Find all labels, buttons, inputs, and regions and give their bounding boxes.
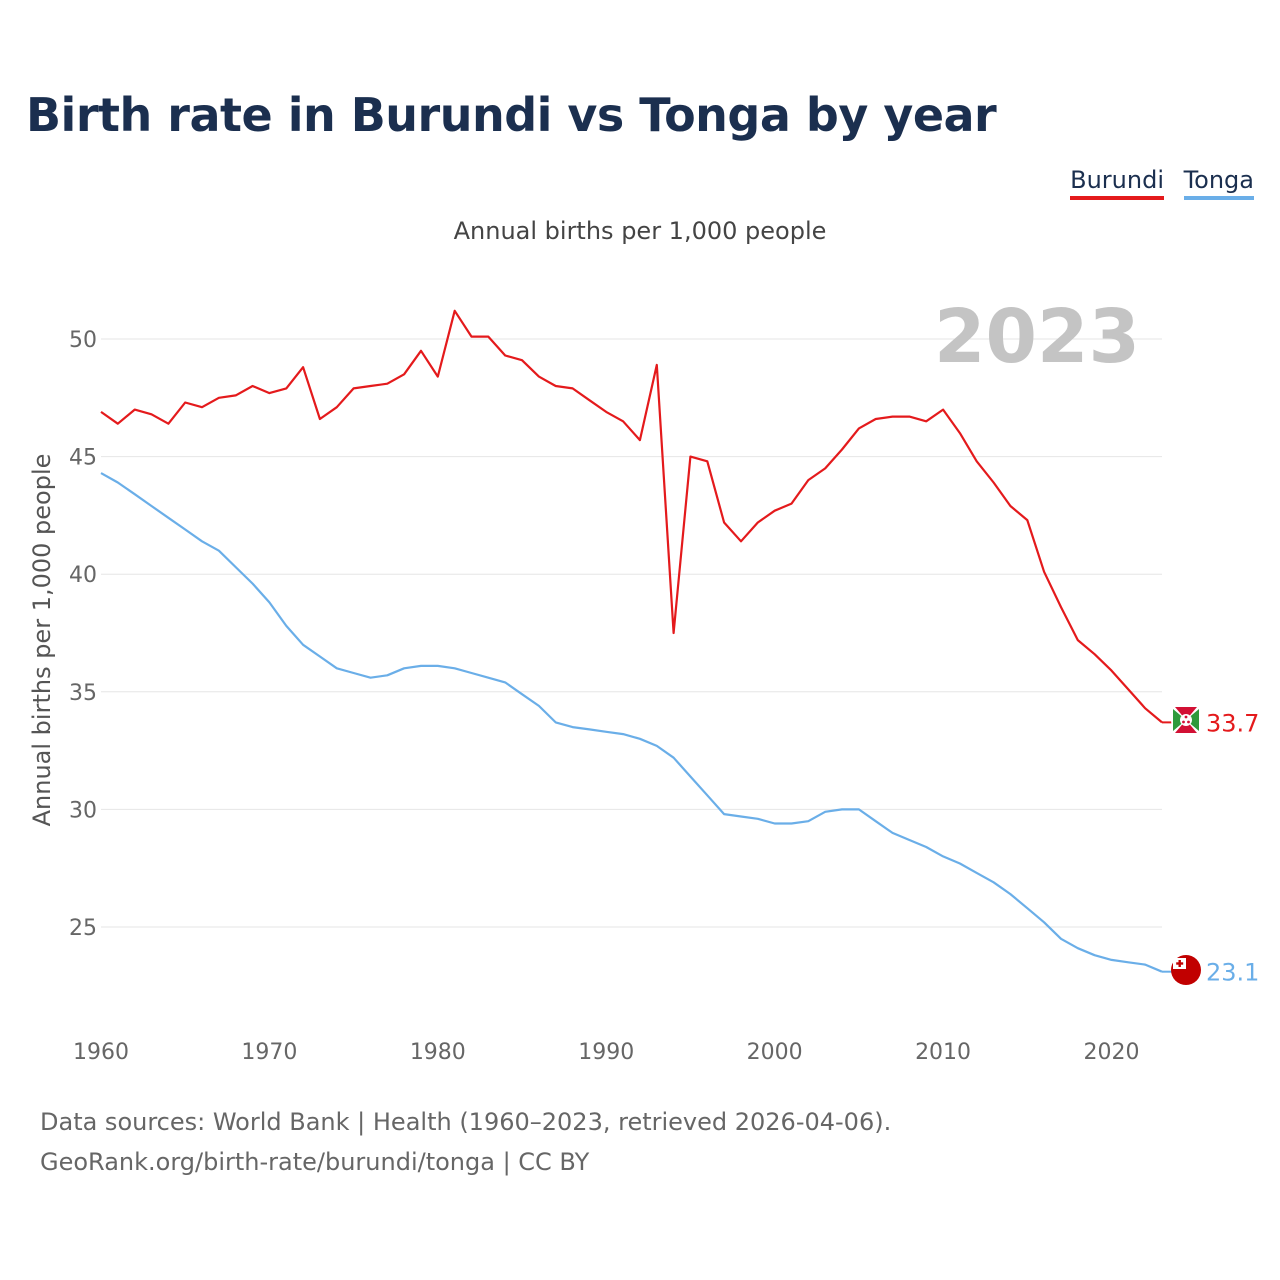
legend-item-burundi[interactable]: Burundi xyxy=(1070,166,1164,200)
line-chart: 25 30 35 40 45 50 1960 1970 1980 1990 2000 2010 202… xyxy=(28,294,1259,1065)
burundi-flag-icon xyxy=(1171,705,1201,735)
end-markers xyxy=(1171,705,1201,985)
y-tick-label-35: 35 xyxy=(69,681,97,706)
footer-sources: Data sources: World Bank | Health (1960–… xyxy=(40,1108,892,1136)
series-line-burundi[interactable] xyxy=(100,309,1163,724)
end-value-labels: 33.7 23.1 xyxy=(1206,709,1259,986)
end-value-label-tonga: 23.1 xyxy=(1206,959,1259,987)
x-tick-label-1970: 1970 xyxy=(241,1040,297,1065)
footer-link[interactable]: GeoRank.org/birth-rate/burundi/tonga | C… xyxy=(40,1148,590,1176)
x-tick-label-2010: 2010 xyxy=(915,1040,971,1065)
x-tick-label-2020: 2020 xyxy=(1083,1040,1139,1065)
series-line-tonga[interactable] xyxy=(100,472,1163,973)
chart-title: Birth rate in Burundi vs Tonga by year xyxy=(26,88,997,142)
y-axis-ticks: 25 30 35 40 45 50 xyxy=(69,328,97,941)
tonga-flag-icon xyxy=(1171,955,1201,985)
gridlines xyxy=(101,338,1162,928)
chart-subtitle: Annual births per 1,000 people xyxy=(453,217,827,245)
y-axis-label: Annual births per 1,000 people xyxy=(28,454,56,827)
current-year-label: 2023 xyxy=(934,294,1140,380)
x-axis-ticks: 1960 1970 1980 1990 2000 2010 2020 xyxy=(73,1040,1139,1065)
end-value-label-burundi: 33.7 xyxy=(1206,709,1259,737)
x-tick-label-1960: 1960 xyxy=(73,1040,129,1065)
y-tick-label-40: 40 xyxy=(69,563,97,588)
y-tick-label-50: 50 xyxy=(69,328,97,353)
x-tick-label-1980: 1980 xyxy=(410,1040,466,1065)
y-tick-label-45: 45 xyxy=(69,446,97,471)
y-tick-label-25: 25 xyxy=(69,916,97,941)
series-lines xyxy=(100,309,1172,973)
x-tick-label-2000: 2000 xyxy=(747,1040,803,1065)
legend-item-tonga[interactable]: Tonga xyxy=(1183,166,1254,200)
y-tick-label-30: 30 xyxy=(69,798,97,823)
x-tick-label-1990: 1990 xyxy=(578,1040,634,1065)
